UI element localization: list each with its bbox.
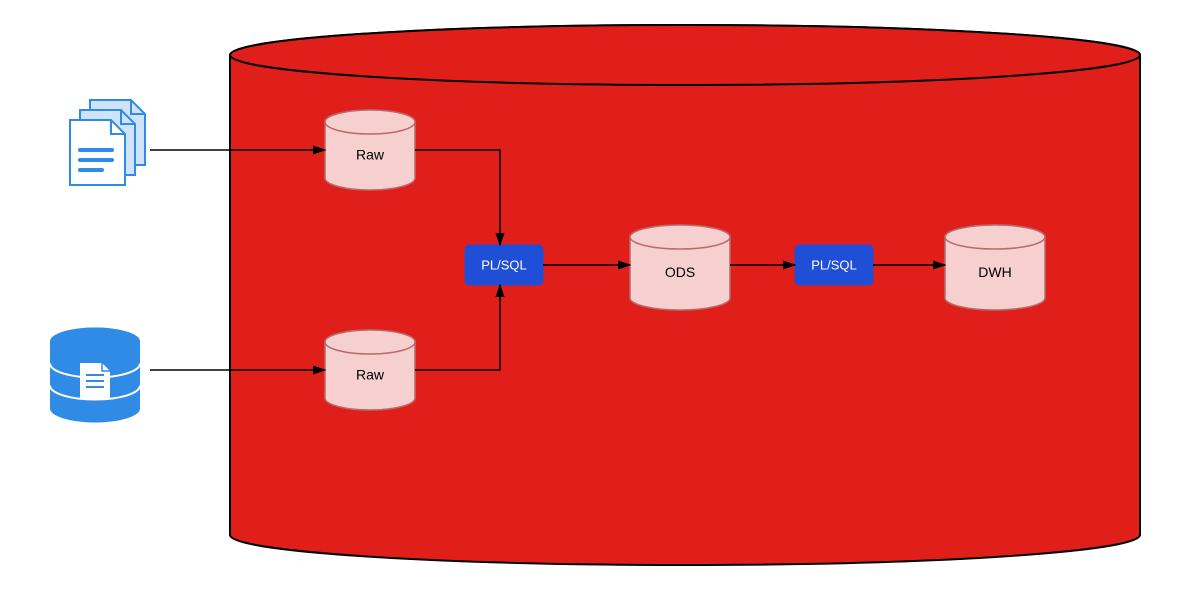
pl2-label: PL/SQL: [811, 257, 857, 272]
database-source-icon: [50, 328, 140, 423]
files-source-icon: [70, 100, 145, 185]
pl1-label: PL/SQL: [481, 257, 527, 272]
data-pipeline-diagram: Raw Raw PL/SQL ODS PL/SQL DWH: [0, 0, 1200, 600]
ods-label: ODS: [665, 264, 695, 280]
raw2-label: Raw: [356, 367, 385, 383]
raw1-label: Raw: [356, 147, 385, 163]
dwh-label: DWH: [978, 264, 1011, 280]
